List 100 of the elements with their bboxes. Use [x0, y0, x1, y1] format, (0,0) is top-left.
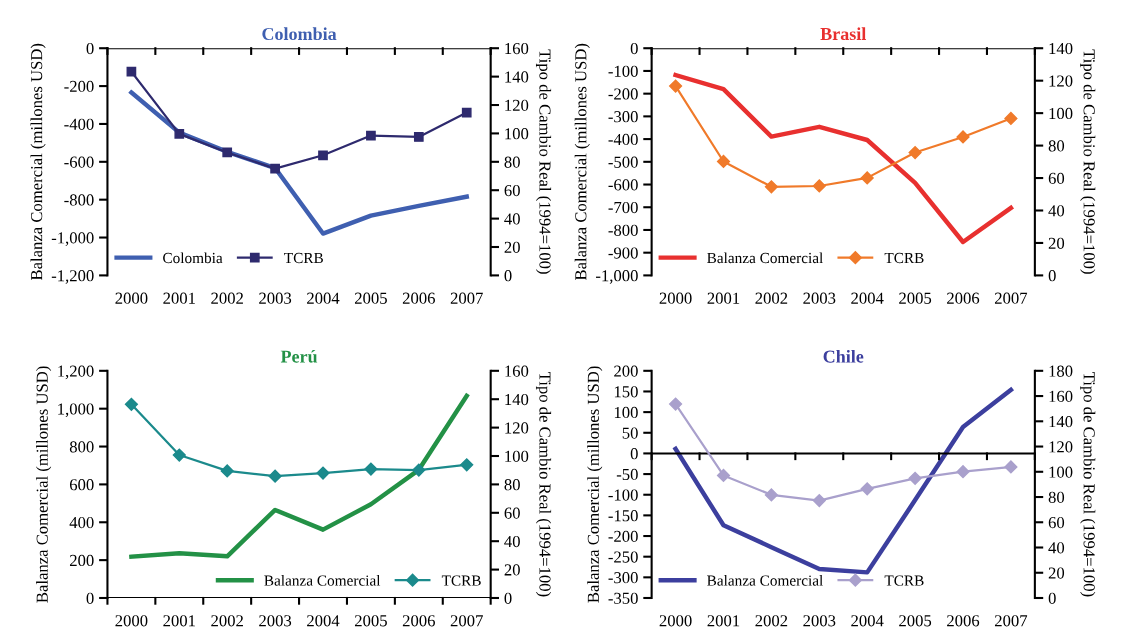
x-tick-label: 2006: [402, 615, 435, 627]
y-tick-label: 200: [614, 365, 638, 377]
legend-label: Balanza Comercial: [707, 252, 823, 264]
legend-label: TCRB: [441, 575, 481, 586]
y2-tick-label: 20: [1048, 567, 1065, 579]
x-tick-label: 2007: [450, 615, 483, 627]
x-tick-label: 2002: [755, 292, 788, 304]
y-tick-label: -250: [608, 551, 638, 563]
x-tick-label: 2003: [259, 292, 292, 304]
y-tick-label: -100: [608, 65, 638, 77]
y2-tick-label: 40: [1048, 205, 1065, 217]
y-tick-label: 1,000: [58, 403, 94, 418]
y2-axis-title: Tipo de Cambio Real (1994=100): [535, 49, 552, 274]
y-tick-label: -600: [608, 179, 638, 191]
y2-tick-label: 80: [504, 156, 520, 168]
y-tick-label: -50: [616, 468, 638, 481]
y-tick-label: -400: [608, 133, 638, 146]
y2-tick-label: 160: [505, 365, 529, 377]
x-tick-label: 2003: [803, 615, 836, 627]
y2-tick-label: 100: [1049, 107, 1073, 120]
y-tick-label: -900: [608, 247, 638, 259]
y2-tick-label: 140: [505, 71, 529, 83]
y-axis-title: Balanza Comercial (millones USD): [574, 43, 590, 281]
x-tick-label: 2000: [659, 292, 692, 304]
y2-tick-label: 120: [1049, 441, 1073, 453]
legend-label: TCRB: [884, 252, 924, 264]
y2-tick-label: 0: [504, 592, 512, 604]
x-tick-label: 2005: [354, 615, 387, 627]
chart-title: Colombia: [262, 27, 337, 41]
x-tick-label: 2000: [115, 615, 148, 627]
y2-tick-label: 40: [504, 535, 520, 548]
y-tick-label: -700: [608, 201, 638, 214]
y2-tick-label: 0: [504, 270, 512, 282]
y-tick-label: -200: [608, 530, 638, 542]
legend-label: Balanza Comercial: [264, 574, 381, 586]
y-tick-label: 200: [69, 554, 94, 567]
x-tick-label: 2005: [354, 292, 387, 304]
x-tick-label: 2002: [211, 615, 243, 627]
y-tick-label: -1,000: [596, 270, 638, 284]
y-tick-label: -150: [608, 510, 638, 522]
legend-label: Balanza Comercial: [707, 574, 823, 586]
y2-tick-label: 0: [1048, 592, 1056, 604]
y-axis-title: Balanza Comercial (millones USD): [36, 366, 52, 603]
y2-tick-label: 180: [1049, 365, 1073, 377]
x-tick-label: 2006: [947, 292, 980, 304]
x-tick-label: 2003: [259, 615, 292, 627]
x-tick-label: 2003: [803, 292, 836, 304]
y-tick-label: 600: [69, 479, 94, 491]
y-tick-label: -1,200: [51, 270, 94, 284]
y2-tick-label: 120: [505, 422, 529, 434]
x-tick-label: 2004: [307, 292, 340, 304]
y2-tick-label: 160: [1049, 390, 1073, 402]
y-tick-label: -1,000: [51, 232, 94, 246]
y2-tick-label: 20: [504, 564, 520, 576]
x-tick-label: 2004: [851, 292, 884, 304]
y-tick-label: 800: [69, 441, 94, 453]
y-tick-label: 1,200: [58, 365, 94, 380]
x-tick-label: 2006: [402, 292, 435, 304]
y2-tick-label: 20: [504, 241, 520, 253]
y2-tick-label: 140: [1049, 42, 1073, 55]
y2-tick-label: 140: [1049, 416, 1073, 428]
x-tick-label: 2001: [707, 615, 740, 627]
chart-title: Perú: [280, 349, 318, 363]
y2-tick-label: 60: [1048, 172, 1065, 184]
y2-tick-label: 60: [1048, 516, 1065, 529]
x-tick-label: 2007: [994, 615, 1028, 627]
y2-tick-label: 120: [505, 99, 529, 111]
y-tick-label: 400: [69, 516, 94, 529]
x-tick-label: 2002: [755, 615, 788, 627]
legend-label: Colombia: [163, 252, 223, 264]
y2-tick-label: 80: [1048, 140, 1065, 152]
legend-label: TCRB: [284, 252, 323, 264]
y2-tick-label: 120: [1049, 75, 1073, 87]
y-tick-label: -350: [608, 592, 638, 604]
y2-tick-label: 20: [1048, 237, 1065, 249]
y2-tick-label: 60: [504, 507, 520, 519]
y-tick-label: 100: [614, 406, 638, 419]
x-tick-label: 2001: [163, 615, 195, 627]
y2-tick-label: 160: [505, 42, 529, 55]
x-tick-label: 2004: [851, 615, 884, 627]
y-tick-label: 0: [630, 42, 638, 55]
y-tick-label: -200: [608, 88, 638, 100]
y-tick-label: 50: [622, 427, 638, 439]
y2-tick-label: 80: [1048, 491, 1065, 503]
y-tick-label: -800: [64, 194, 94, 206]
x-tick-label: 2007: [450, 292, 483, 304]
y2-axis-title: Tipo de Cambio Real (1994=100): [1080, 371, 1096, 597]
y2-tick-label: 100: [505, 450, 529, 462]
x-tick-label: 2004: [307, 615, 340, 627]
y-axis-title: Balanza Comercial (millones USD): [587, 366, 603, 603]
y-tick-label: -600: [64, 156, 94, 168]
x-tick-label: 2005: [899, 615, 932, 627]
y-tick-label: 0: [86, 42, 94, 55]
y2-axis-title: Tipo de Cambio Real (1994=100): [1080, 49, 1096, 274]
chart-title: Chile: [823, 349, 864, 363]
x-tick-label: 2000: [659, 615, 692, 627]
y2-tick-label: 140: [505, 393, 529, 406]
y-tick-label: -800: [608, 224, 638, 236]
y2-tick-label: 40: [504, 213, 520, 225]
y-tick-label: -200: [64, 80, 94, 93]
